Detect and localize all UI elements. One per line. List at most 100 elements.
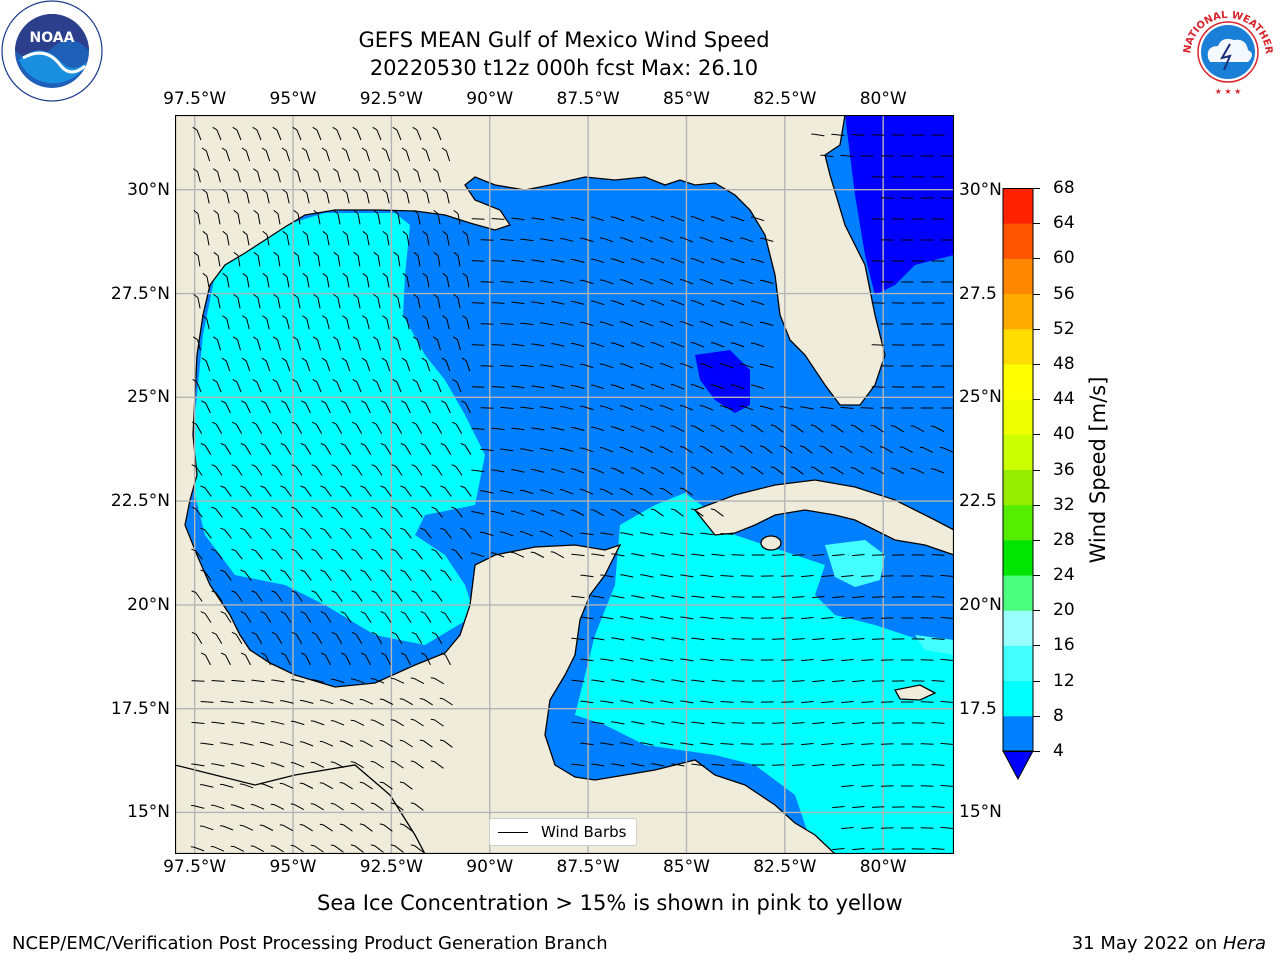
wind-barb xyxy=(370,844,384,853)
wind-barb xyxy=(419,739,433,748)
wind-barb xyxy=(360,569,372,581)
wind-barb xyxy=(332,336,341,351)
wind-barb xyxy=(250,762,265,768)
wind-barb xyxy=(570,468,585,474)
wind-barb xyxy=(240,652,251,666)
wind-barb xyxy=(313,209,321,225)
wind-barb xyxy=(362,230,370,246)
wind-barb xyxy=(820,406,834,410)
wind-barb xyxy=(931,596,945,598)
wind-barb xyxy=(330,761,345,769)
wind-barb xyxy=(579,447,594,453)
wind-barb xyxy=(293,251,301,267)
wind-barb xyxy=(579,488,594,495)
wind-barb xyxy=(320,569,332,581)
wind-barb xyxy=(801,575,814,577)
wind-barb xyxy=(260,527,272,539)
wind-barb xyxy=(371,590,383,602)
wind-barb xyxy=(341,400,351,414)
wind-barb xyxy=(600,742,614,746)
wind-barb xyxy=(640,700,654,704)
wind-barb xyxy=(353,293,361,309)
wind-barb xyxy=(600,532,614,536)
wind-barb xyxy=(350,844,364,853)
wind-barb xyxy=(570,509,585,516)
wind-barb xyxy=(242,272,250,288)
wind-barb xyxy=(231,506,243,518)
wind-barb xyxy=(671,679,685,683)
wind-barb xyxy=(551,301,565,305)
wind-barb xyxy=(872,848,885,850)
wind-barb xyxy=(272,126,282,141)
lat-tick-left: 30°N xyxy=(127,179,170,200)
wind-barb xyxy=(371,631,383,644)
wind-barb xyxy=(291,590,303,602)
wind-barb xyxy=(313,293,321,309)
wind-barb xyxy=(500,323,514,325)
wind-barb xyxy=(310,803,324,811)
wind-barb xyxy=(273,209,281,225)
wind-barb xyxy=(441,147,451,162)
wind-barb xyxy=(691,553,705,557)
colorbar-tick-label: 28 xyxy=(1053,529,1075,550)
wind-barb xyxy=(491,302,505,304)
wind-barb xyxy=(231,421,243,435)
colorbar-tick-label: 52 xyxy=(1053,318,1075,339)
wind-barb xyxy=(253,168,261,183)
wind-barb xyxy=(650,300,665,306)
colorbar-tick-label: 8 xyxy=(1053,705,1064,726)
wind-barb xyxy=(679,279,694,285)
wind-barb xyxy=(342,230,350,246)
wind-barb xyxy=(413,168,421,183)
wind-barb xyxy=(391,631,403,644)
wind-barb xyxy=(380,485,392,497)
wind-barb xyxy=(571,679,585,683)
wind-barb xyxy=(280,569,292,581)
wind-barb xyxy=(799,445,813,454)
wind-barb xyxy=(362,272,370,288)
wind-barb xyxy=(600,616,614,620)
wind-barb xyxy=(690,300,705,306)
wind-barb xyxy=(213,168,221,183)
wind-barb xyxy=(352,336,361,351)
wind-barb xyxy=(551,259,565,263)
wind-barb xyxy=(220,652,231,666)
lon-tick-bottom: 80°W xyxy=(859,857,907,877)
wind-barb xyxy=(710,258,725,264)
wind-barb xyxy=(462,272,470,288)
wind-barb xyxy=(351,506,363,518)
wind-barb xyxy=(211,421,223,435)
wind-barb xyxy=(319,740,334,747)
wind-barb xyxy=(442,315,450,330)
lat-lon-grid xyxy=(175,115,954,854)
wind-barb xyxy=(433,293,441,309)
wind-barb xyxy=(930,468,945,474)
wind-barb xyxy=(290,803,305,811)
wind-barb xyxy=(671,721,685,725)
wind-barb xyxy=(191,805,205,809)
wind-barb xyxy=(611,553,625,557)
wind-barb xyxy=(530,551,545,558)
wind-barb xyxy=(870,467,885,475)
wind-barb xyxy=(841,617,854,619)
wind-barb xyxy=(639,363,654,369)
wind-barb xyxy=(812,554,825,556)
wind-barb xyxy=(679,487,693,496)
wind-barb xyxy=(341,357,351,372)
wind-barb xyxy=(271,679,285,683)
wind-barb xyxy=(352,378,362,393)
wind-barb xyxy=(270,762,285,768)
wind-barb xyxy=(680,532,694,536)
wind-barb xyxy=(279,741,294,747)
wind-barb xyxy=(570,342,585,347)
wind-barb xyxy=(380,527,392,539)
lat-tick-right: 20°N xyxy=(959,594,1002,615)
colorbar-tick-label: 48 xyxy=(1053,353,1075,374)
wind-barb xyxy=(411,464,423,476)
wind-barb xyxy=(890,425,904,433)
wind-barb xyxy=(559,489,574,495)
wind-barb xyxy=(480,281,494,283)
wind-barb xyxy=(211,631,223,644)
wind-barb xyxy=(201,357,211,372)
wind-barb xyxy=(221,400,231,414)
